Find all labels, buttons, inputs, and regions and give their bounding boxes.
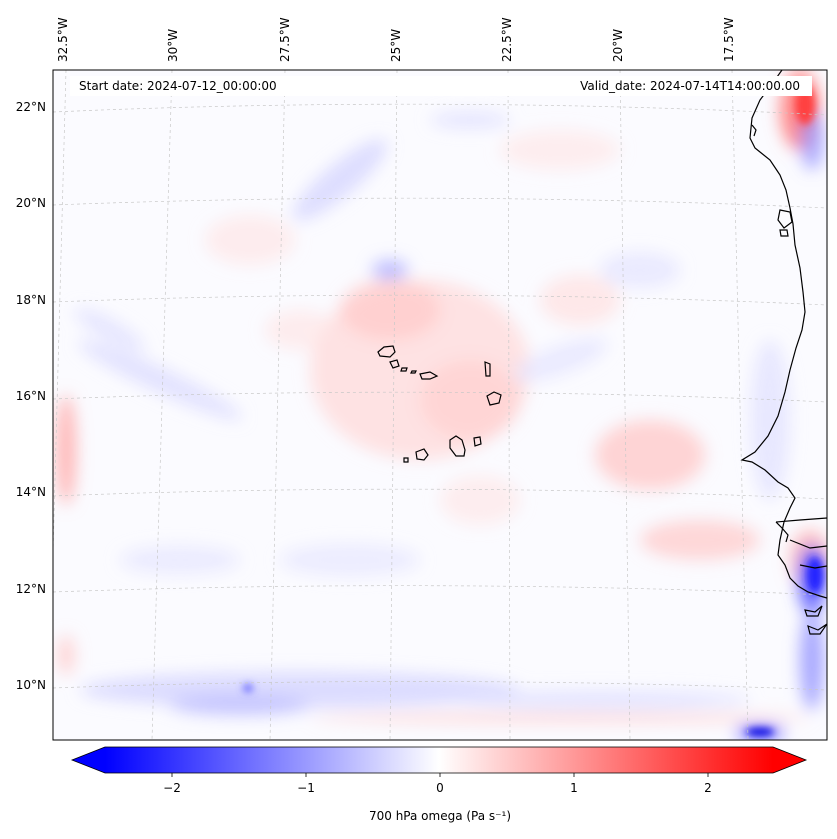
lon-label: 25°W <box>389 29 403 62</box>
lat-label: 20°N <box>16 196 46 210</box>
lon-label: 20°W <box>611 29 625 62</box>
colorbar-tick-label: 2 <box>704 781 712 795</box>
graticule <box>53 70 827 740</box>
colorbar-max-extend <box>773 747 806 773</box>
colorbar-label: 700 hPa omega (Pa s⁻¹) <box>369 809 511 823</box>
lon-label: 22.5°W <box>500 17 514 62</box>
map-frame <box>52 69 828 741</box>
coastline <box>377 70 827 635</box>
lon-label: 17.5°W <box>722 17 736 62</box>
lon-label: 27.5°W <box>278 17 292 62</box>
lat-label: 12°N <box>16 582 46 596</box>
colorbar-body <box>105 747 773 773</box>
lat-label: 16°N <box>16 389 46 403</box>
colorbar: −2 −1 0 1 2 700 hPa omega (Pa s⁻¹) <box>70 746 808 823</box>
valid-date-text: Valid_date: 2024-07-14T14:00:00.00 <box>580 79 800 93</box>
lat-label: 14°N <box>16 485 46 499</box>
colorbar-outline <box>70 746 808 774</box>
lat-label: 22°N <box>16 100 46 114</box>
colorbar-tick-label: 1 <box>570 781 578 795</box>
lat-label: 18°N <box>16 293 46 307</box>
longitude-labels: 32.5°W 30°W 27.5°W 25°W 22.5°W 20°W 17.5… <box>56 17 736 62</box>
colorbar-tick-label: 0 <box>436 781 444 795</box>
header-box <box>70 76 812 96</box>
colorbar-tick-label: −2 <box>163 781 181 795</box>
lat-label: 10°N <box>16 678 46 692</box>
latitude-labels: 22°N 20°N 18°N 16°N 14°N 12°N 10°N <box>16 100 46 692</box>
lon-label: 32.5°W <box>56 17 70 62</box>
colorbar-min-extend <box>72 747 105 773</box>
colorbar-tick-label: −1 <box>297 781 315 795</box>
start-date-text: Start date: 2024-07-12_00:00:00 <box>79 79 277 93</box>
lon-label: 30°W <box>166 29 180 62</box>
